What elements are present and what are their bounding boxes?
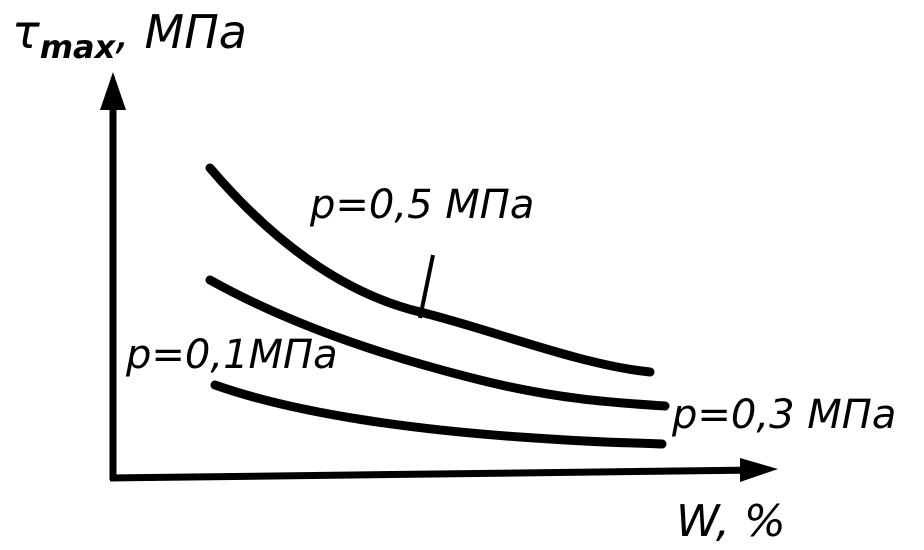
- x-axis-label: W, %: [676, 496, 786, 547]
- y-label-subscript: max: [40, 28, 117, 66]
- curve-p01: [210, 380, 667, 449]
- curve-label: p=0,3 МПа: [671, 392, 896, 438]
- curve-p03: [205, 275, 670, 411]
- x-axis: [109, 466, 761, 482]
- x-axis-arrow: [740, 458, 778, 482]
- y-label-unit: , МПа: [115, 5, 247, 59]
- leader-line: [418, 254, 435, 319]
- y-label-symbol: τ: [12, 5, 40, 59]
- y-axis-arrow: [100, 72, 126, 110]
- curve-label: p=0,1МПа: [125, 332, 338, 378]
- curve-label: p=0,5 МПа: [309, 182, 534, 228]
- y-axis-label: τmax, МПа: [12, 5, 247, 66]
